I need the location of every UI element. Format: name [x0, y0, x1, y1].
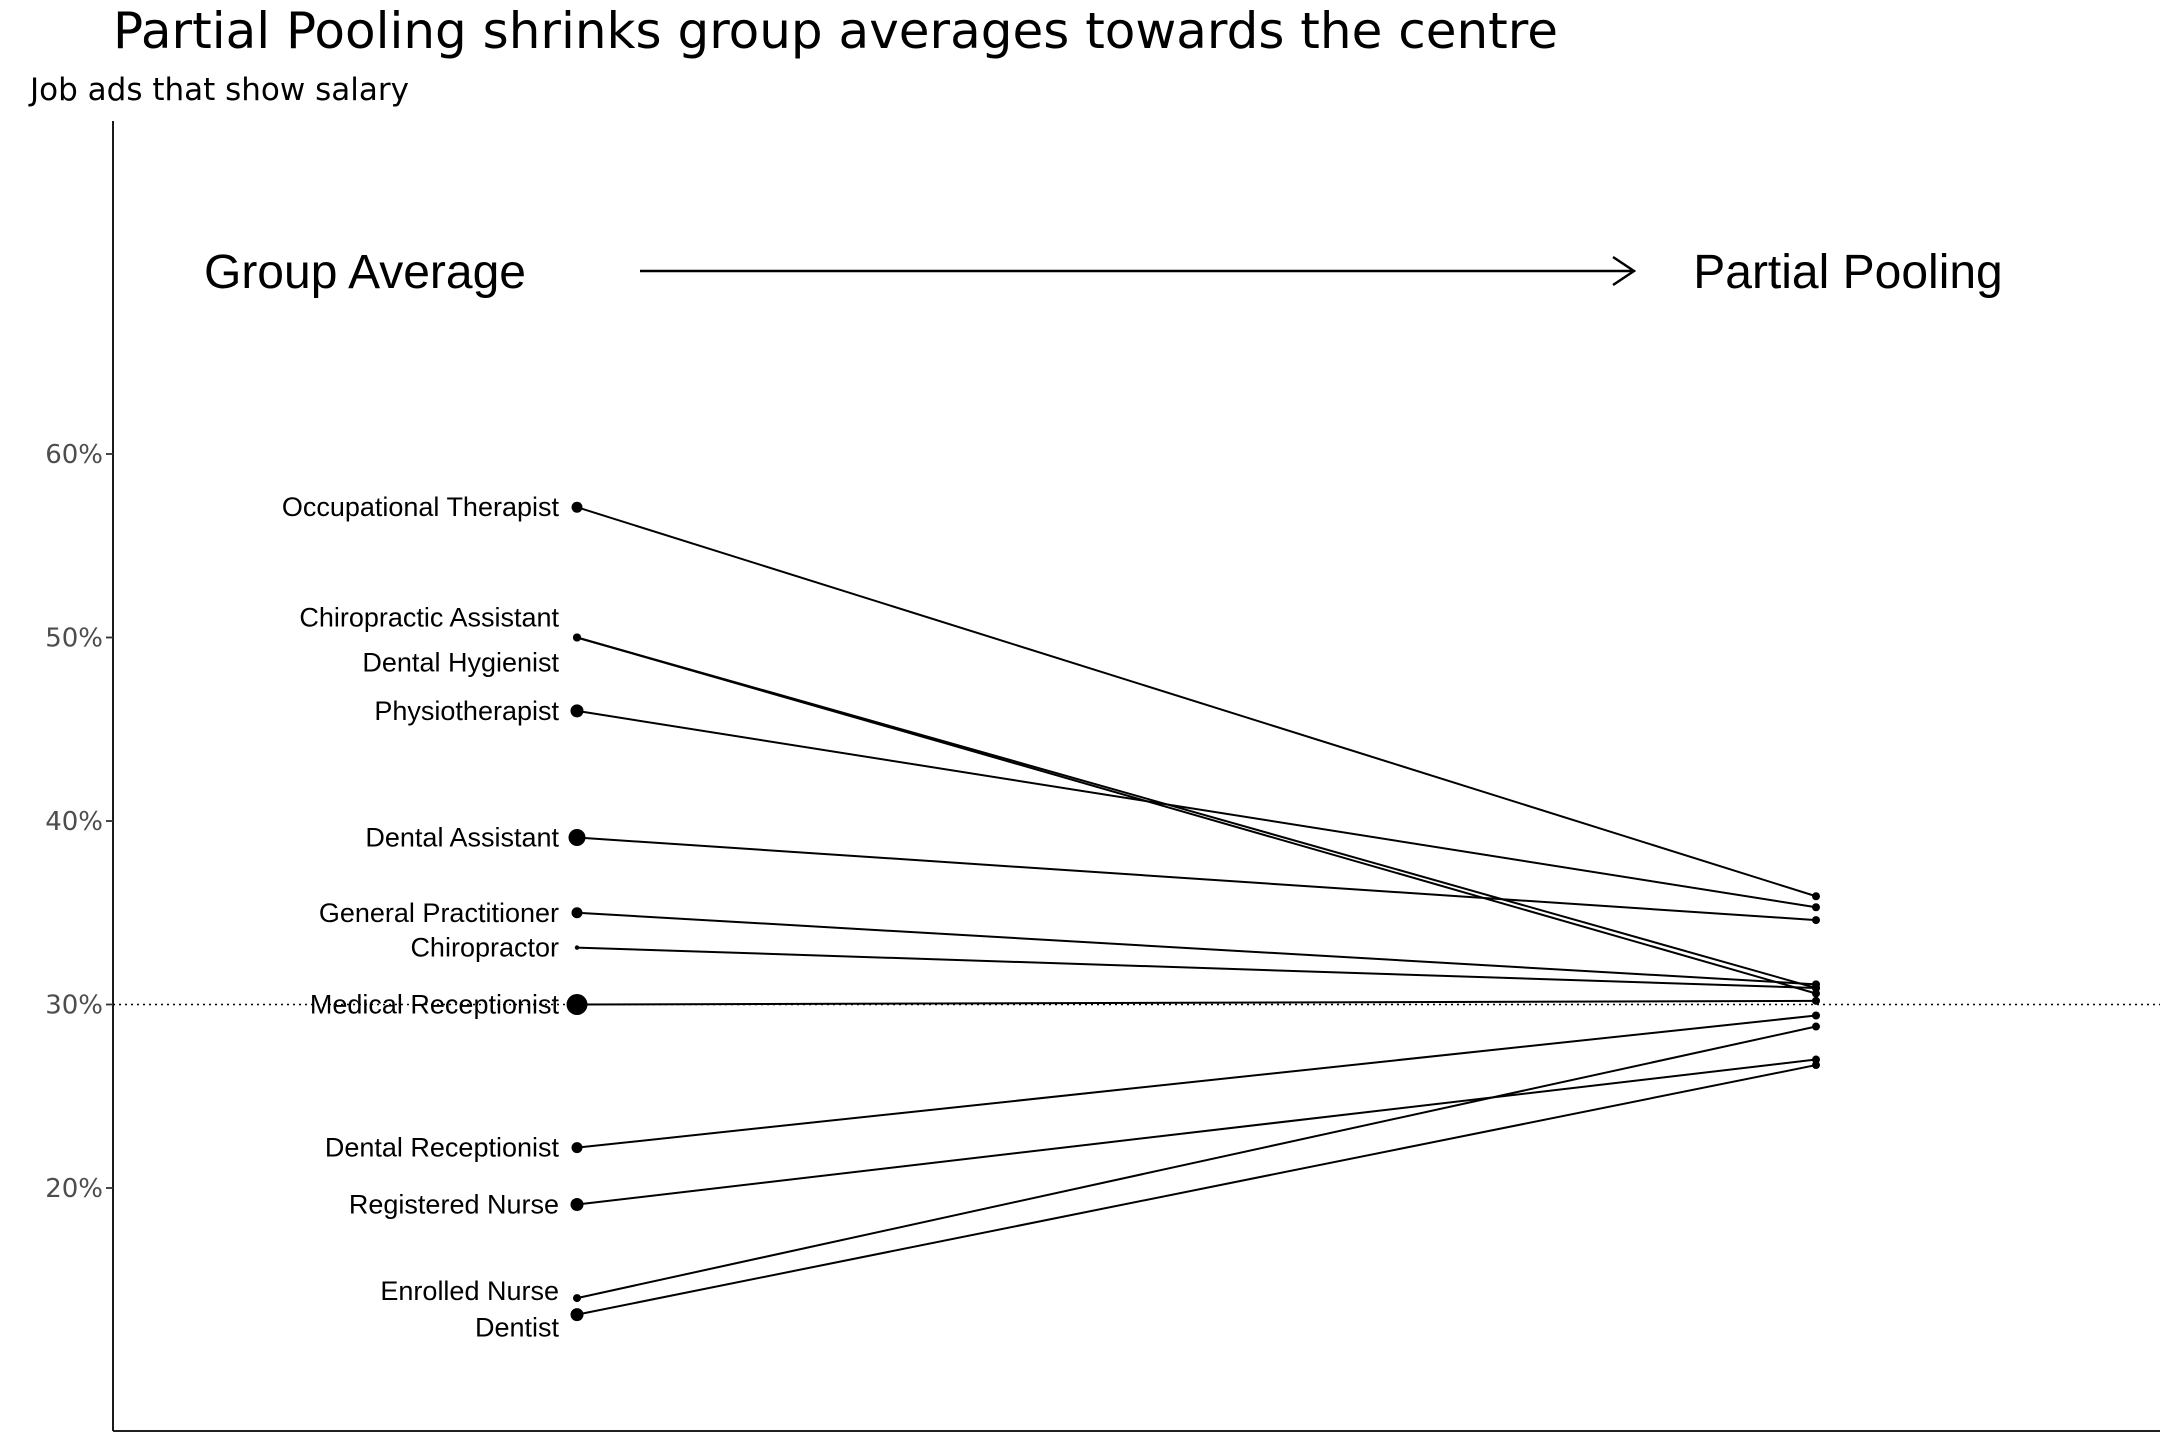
- category-label: Chiropractic Assistant: [299, 603, 559, 633]
- category-label: Medical Receptionist: [310, 990, 560, 1020]
- partial-pooling-point: [1812, 1055, 1820, 1064]
- group-average-point: [574, 945, 580, 950]
- chart-subtitle: Job ads that show salary: [28, 72, 409, 108]
- direction-arrow: [640, 255, 1637, 287]
- series-line: [576, 1014, 1817, 1149]
- category-label: Dentist: [475, 1313, 560, 1343]
- series-points: [566, 501, 1820, 1322]
- category-label: Dental Hygienist: [362, 648, 559, 678]
- group-average-point: [568, 829, 586, 847]
- y-ticks: 20% 30% 40% 50% 60%: [45, 440, 113, 1204]
- category-label: Dental Assistant: [365, 823, 559, 853]
- category-label: Occupational Therapist: [282, 492, 560, 522]
- group-average-point: [573, 633, 581, 642]
- y-tick-label: 50%: [45, 624, 103, 654]
- group-average-point: [570, 1198, 584, 1212]
- category-label: Enrolled Nurse: [380, 1276, 559, 1306]
- partial-pooling-point: [1812, 983, 1820, 992]
- y-tick-label: 40%: [45, 807, 103, 837]
- left-header: Group Average: [204, 246, 526, 299]
- series-line: [576, 911, 1817, 986]
- partial-pooling-point: [1812, 903, 1820, 912]
- group-average-point: [571, 907, 583, 919]
- partial-pooling-point: [1812, 892, 1820, 901]
- partial-pooling-point: [1812, 1022, 1820, 1031]
- group-average-point: [571, 501, 583, 513]
- y-tick-label: 60%: [45, 440, 103, 470]
- category-label: Registered Nurse: [349, 1190, 559, 1220]
- series-line: [576, 1064, 1817, 1316]
- y-tick-label: 20%: [45, 1174, 103, 1204]
- category-label: Dental Receptionist: [325, 1133, 560, 1163]
- series-line: [576, 999, 1817, 1006]
- category-label: General Practitioner: [319, 898, 559, 928]
- partial-pooling-point: [1812, 1011, 1820, 1020]
- series-line: [576, 1025, 1817, 1300]
- series-line: [576, 836, 1817, 922]
- group-average-point: [573, 1294, 581, 1303]
- partial-pooling-point: [1812, 1061, 1820, 1070]
- series-line: [576, 1058, 1817, 1206]
- right-header: Partial Pooling: [1693, 246, 2003, 299]
- series-line: [576, 946, 1817, 989]
- y-tick-label: 30%: [45, 991, 103, 1021]
- group-average-point: [571, 1142, 583, 1154]
- partial-pooling-point: [1812, 989, 1820, 998]
- series-line: [576, 506, 1817, 898]
- series-line: [576, 709, 1817, 909]
- group-average-point: [570, 704, 584, 718]
- partial-pooling-point: [1812, 916, 1820, 925]
- group-average-point: [570, 1308, 584, 1322]
- series-line: [576, 636, 1817, 995]
- group-average-point: [566, 994, 588, 1015]
- category-labels: Occupational Therapist Chiropractic Assis…: [282, 492, 560, 1342]
- series-lines: [576, 506, 1817, 1316]
- partial-pooling-point: [1812, 996, 1820, 1005]
- category-label: Chiropractor: [410, 933, 559, 963]
- chart-title: Partial Pooling shrinks group averages t…: [113, 2, 1558, 60]
- category-label: Physiotherapist: [374, 696, 559, 726]
